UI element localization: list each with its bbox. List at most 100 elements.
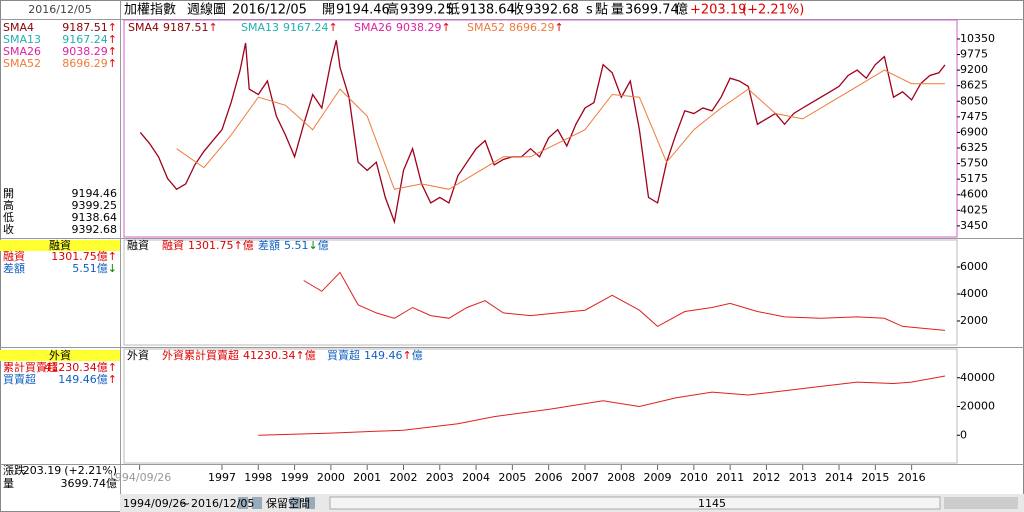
y-tick-label: 20000 <box>960 400 995 413</box>
footer-button[interactable] <box>252 497 262 509</box>
margin-value-part: ↑ <box>108 250 117 263</box>
panel-name: 外資 <box>127 349 149 362</box>
header-period: 週線圖 <box>187 2 226 18</box>
header-unit: 點 <box>595 3 608 18</box>
change-value: 203.19 (+2.21%) <box>23 464 117 477</box>
footer-end: 2016/12/05 <box>191 497 254 510</box>
volume-value-part: 3699.74 <box>61 477 107 490</box>
footer-reserve: 保留空間 <box>266 496 310 510</box>
x-tick-label: 2011 <box>716 471 744 484</box>
y-tick-label: 2000 <box>960 314 988 327</box>
header-high: 9399.25 <box>400 3 454 18</box>
y-tick-label: 6000 <box>960 260 988 273</box>
y-tick-label: 5750 <box>960 157 988 170</box>
net-value-part: 149.46 <box>58 373 97 386</box>
y-tick-label: 8050 <box>960 94 988 107</box>
cum-value-part: ↑ <box>108 361 117 374</box>
sma-legend-part: SMA4 <box>128 21 159 34</box>
cum-legend-part: 億 <box>305 349 316 362</box>
footer-button[interactable] <box>238 497 248 509</box>
ohlc-value: 9138.64 <box>72 211 118 224</box>
plot-area <box>123 239 958 346</box>
margin-legend: 融資 1301.75↑億 <box>162 239 254 252</box>
panel-header <box>0 240 120 251</box>
sma-value-part: ↑ <box>108 45 117 58</box>
sma-value-part: 8696.29 <box>62 57 108 70</box>
margin-legend-part: ↑ <box>234 239 243 252</box>
ohlc-value: 9399.25 <box>72 199 118 212</box>
y-tick-label: 5175 <box>960 172 988 185</box>
cum-legend-part: 累計買賣超 <box>184 348 239 362</box>
header-open-label: 開 <box>322 3 335 18</box>
x-tick-label: 2012 <box>752 471 780 484</box>
diff-value: 5.51億↓ <box>72 262 117 275</box>
sma-legend: SMA13 9167.24↑ <box>241 21 338 34</box>
cum-legend-part: 外資 <box>162 349 184 362</box>
sma-legend-part: SMA52 <box>467 21 505 34</box>
x-tick-label: 2004 <box>462 471 490 484</box>
sma-value: 9167.24↑ <box>62 33 117 46</box>
y-tick-label: 6900 <box>960 125 988 138</box>
header-close-flag: s <box>586 3 593 18</box>
margin-legend-part: 融資 <box>162 239 184 252</box>
sma-legend-part: 9038.29 <box>396 21 442 34</box>
change-value-part: (+2.21%) <box>64 464 117 477</box>
diff-legend-part: ↓ <box>309 239 318 252</box>
y-tick-label: 0 <box>960 428 967 441</box>
x-tick-label: 2010 <box>680 471 708 484</box>
x-tick-label: 2001 <box>353 471 381 484</box>
sma-legend-part: 8696.29 <box>509 21 555 34</box>
cum-legend: 外資累計買賣超 41230.34↑億 <box>162 348 316 362</box>
series-line <box>303 271 946 331</box>
net-legend-part: 買賣超 <box>327 348 360 362</box>
x-tick-label: 2009 <box>644 471 672 484</box>
margin-value: 1301.75億↑ <box>51 250 117 263</box>
sma-value-part: ↑ <box>108 21 117 34</box>
ohlc-value: 9194.46 <box>72 187 118 200</box>
footer-button[interactable] <box>290 497 300 509</box>
scrollbar[interactable] <box>329 496 941 510</box>
sma-value: 9187.51↑ <box>62 21 117 34</box>
net-value-part: 億 <box>97 373 108 386</box>
change-value-part: 203.19 <box>23 464 62 477</box>
header-close-label: 收 <box>511 3 524 18</box>
sma-legend: SMA52 8696.29↑ <box>467 21 564 34</box>
series-line <box>176 69 946 190</box>
panel-name: 融資 <box>127 239 149 252</box>
ohlc-label: 收 <box>3 222 14 236</box>
series-line <box>139 40 946 225</box>
x-tick-label: 1998 <box>244 471 272 484</box>
change-label: 漲跌 <box>3 463 25 477</box>
ohlc-label: 低 <box>3 211 14 224</box>
x-tick-label: 2003 <box>426 471 454 484</box>
panel-header <box>0 350 120 361</box>
sma-legend-part: ↑ <box>442 21 451 34</box>
ohlc-value: 9392.68 <box>72 223 118 236</box>
sma-value-part: ↑ <box>108 33 117 46</box>
net-label: 買賣超 <box>3 372 36 386</box>
margin-legend-part: 億 <box>243 239 254 252</box>
diff-legend-part: 差額 <box>258 238 280 252</box>
net-legend-part: 億 <box>412 349 423 362</box>
footer-button[interactable] <box>305 497 315 509</box>
y-tick-label: 8625 <box>960 79 988 92</box>
header-open: 9194.46 <box>336 3 390 18</box>
y-tick-label: 4000 <box>960 287 988 300</box>
panel-title: 融資 <box>49 239 71 252</box>
y-tick-label: 7475 <box>960 110 988 123</box>
diff-value-part: 億 <box>97 262 108 275</box>
header-volume-label: 量 <box>611 3 624 18</box>
x-tick-label: 2014 <box>825 471 853 484</box>
diff-value-part: ↓ <box>108 262 117 275</box>
sma-legend: SMA4 9187.51↑ <box>128 21 218 34</box>
cum-label: 累計買賣超 <box>3 360 58 374</box>
ohlc-label: 開 <box>3 187 14 200</box>
x-tick-label: 1999 <box>281 471 309 484</box>
zoom-buttons[interactable] <box>944 497 1018 509</box>
cum-value-part: 億 <box>97 361 108 374</box>
x-tick-label: 2002 <box>389 471 417 484</box>
header-low: 9138.64 <box>461 3 515 18</box>
net-legend: 買賣超 149.46↑億 <box>327 348 423 362</box>
